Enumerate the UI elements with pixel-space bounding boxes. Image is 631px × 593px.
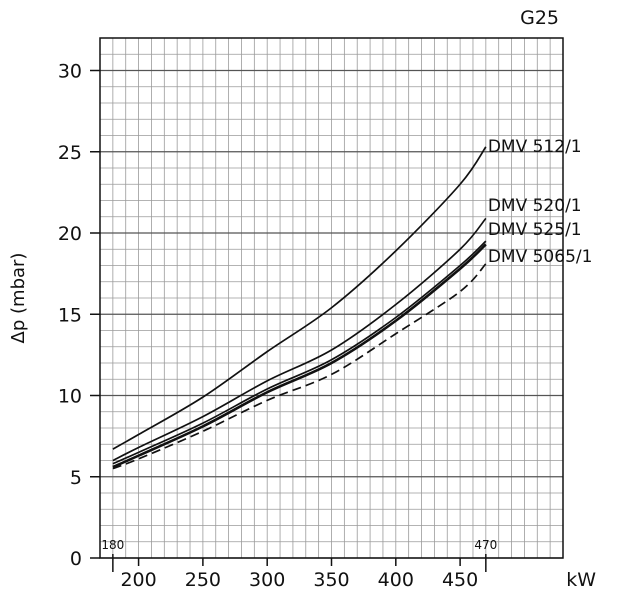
series-label: DMV 512/1 [488, 137, 582, 157]
x-tick-label: 350 [313, 569, 349, 591]
x-tick-label: 300 [249, 569, 285, 591]
tick-labels: 0 5 10 15 20 25 30 200 250 300 350 400 450 180 470 [58, 61, 497, 592]
x-tick-label: 450 [442, 569, 478, 591]
y-tick-label: 30 [58, 61, 82, 83]
y-tick-label: 5 [70, 467, 82, 489]
y-tick-label: 25 [58, 142, 82, 164]
y-tick-label: 20 [58, 223, 82, 245]
series-line-dmv-512-1 [112, 146, 487, 450]
range-marker-label: 470 [474, 538, 497, 552]
y-tick-label: 10 [58, 386, 82, 408]
series-line-dashed [112, 263, 487, 470]
series-label: DMV 520/1 [488, 196, 582, 216]
y-tick-label: 0 [70, 548, 82, 570]
y-axis-label: Δp (mbar) [8, 253, 29, 344]
series-line-dmv-5065-1 [112, 243, 487, 469]
x-tick-label: 400 [378, 569, 414, 591]
series-label: DMV 5065/1 [488, 247, 593, 267]
chart-title: G25 [520, 7, 559, 29]
series-line-dmv-520-1 [112, 217, 487, 462]
grid [99, 37, 564, 559]
x-tick-label: 250 [185, 569, 221, 591]
range-marker-label: 180 [101, 538, 124, 552]
series-group: DMV 512/1 DMV 520/1 DMV 525/1 DMV 5065/1 [112, 137, 593, 470]
y-tick-label: 15 [58, 304, 82, 326]
series-label: DMV 525/1 [488, 220, 582, 240]
series-line-dmv-525-1 [112, 240, 487, 465]
x-tick-label: 200 [120, 569, 156, 591]
x-axis-label: kW [566, 569, 596, 591]
